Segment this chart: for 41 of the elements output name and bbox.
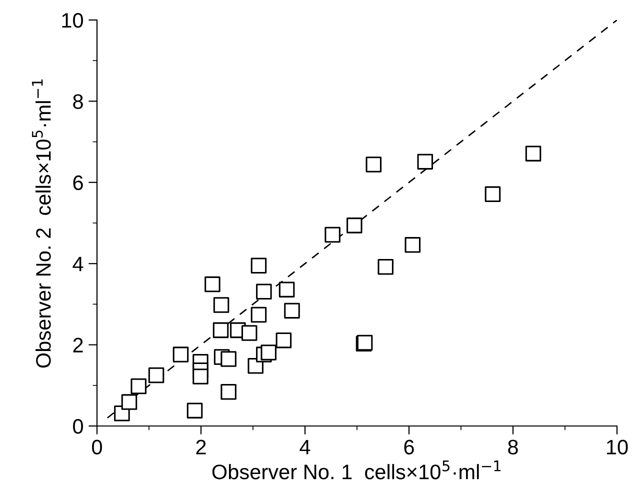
y-axis-title: Observer No. 2 cells×10$^{5}$·ml$^{−1}$ <box>32 79 51 368</box>
point <box>284 302 300 319</box>
point <box>324 226 340 243</box>
point <box>250 258 267 274</box>
point <box>417 154 433 170</box>
x-tick-label: 4 <box>300 440 310 454</box>
y-tick-label: 2 <box>73 338 83 352</box>
y-tick-label: 4 <box>72 256 84 272</box>
point <box>130 378 146 394</box>
point <box>186 402 203 418</box>
point <box>276 332 292 348</box>
y-tick-label: 6 <box>73 175 83 190</box>
point <box>256 284 272 300</box>
point <box>525 146 542 162</box>
y-tick-label: 10 <box>62 13 83 28</box>
x-tick-label: 2 <box>196 440 206 454</box>
point <box>378 258 394 275</box>
point <box>366 156 382 172</box>
point <box>192 368 208 384</box>
point <box>278 282 295 298</box>
point <box>404 237 421 253</box>
point <box>220 351 236 367</box>
point <box>484 186 501 202</box>
x-tick-label: 0 <box>92 440 102 454</box>
point <box>213 297 230 313</box>
point <box>241 325 258 341</box>
x-tick-label: 10 <box>607 440 628 454</box>
x-tick-label: 6 <box>404 440 414 454</box>
point <box>220 384 236 400</box>
point <box>204 276 220 292</box>
point <box>260 344 276 360</box>
point <box>212 322 229 338</box>
x-tick-label: 8 <box>508 440 518 454</box>
x-axis-title: Observer No. 1 cells×10$^{5}$·ml$^{−1}$ <box>212 460 501 480</box>
point <box>121 394 138 410</box>
point <box>346 218 362 234</box>
y-tick-label: 0 <box>73 419 83 434</box>
y-tick-label: 8 <box>73 94 83 109</box>
point <box>250 306 267 323</box>
point <box>172 346 189 362</box>
point <box>148 367 164 384</box>
